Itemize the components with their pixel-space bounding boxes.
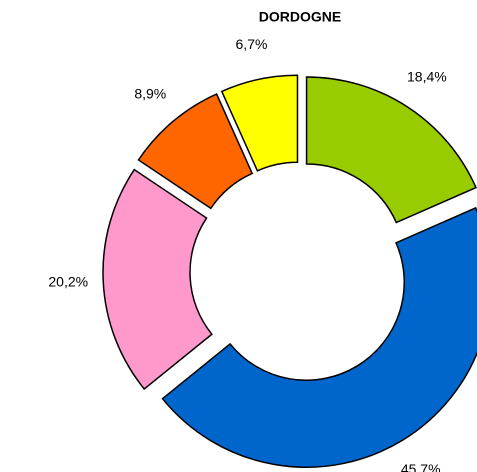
chart-title: DORDOGNE	[259, 9, 341, 25]
donut-segment	[220, 74, 299, 172]
data-label: 18,4%	[407, 68, 447, 84]
donut-segment	[102, 168, 213, 391]
donut-segment	[161, 206, 477, 468]
data-label: 45,7%	[401, 461, 441, 472]
data-label: 8,9%	[134, 85, 166, 101]
data-label: 6,7%	[236, 36, 268, 52]
data-label: 20,2%	[48, 273, 88, 289]
donut-segment	[137, 93, 254, 210]
donut-segment	[305, 76, 477, 224]
